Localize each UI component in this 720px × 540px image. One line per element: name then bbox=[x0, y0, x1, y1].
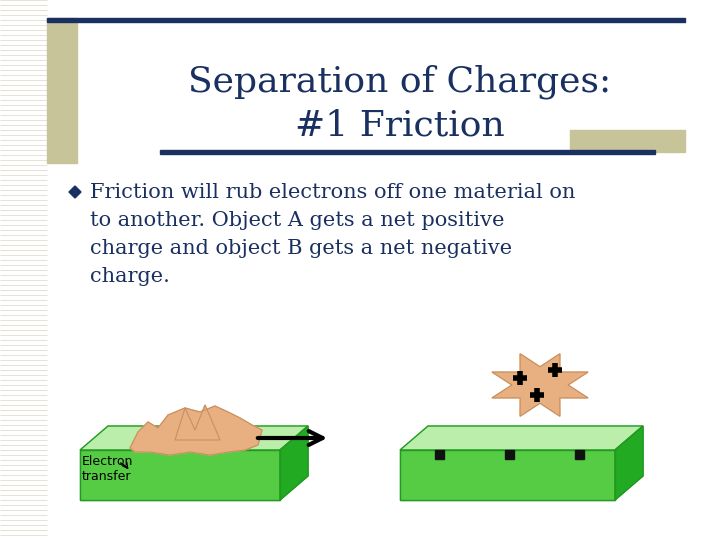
Polygon shape bbox=[280, 426, 308, 500]
Bar bbox=[47, 18, 685, 22]
Bar bbox=[505, 450, 514, 459]
Polygon shape bbox=[400, 450, 615, 500]
Polygon shape bbox=[80, 426, 308, 450]
Text: Electron
transfer: Electron transfer bbox=[82, 455, 133, 483]
Bar bbox=[47, 18, 77, 163]
Bar bbox=[160, 150, 655, 154]
Bar bbox=[435, 450, 444, 459]
Text: to another. Object A gets a net positive: to another. Object A gets a net positive bbox=[90, 211, 505, 229]
Text: charge and object B gets a net negative: charge and object B gets a net negative bbox=[90, 239, 512, 258]
Text: #1 Friction: #1 Friction bbox=[295, 108, 505, 142]
Polygon shape bbox=[80, 450, 280, 500]
Text: charge.: charge. bbox=[90, 267, 170, 286]
Bar bbox=[570, 130, 685, 152]
Text: Friction will rub electrons off one material on: Friction will rub electrons off one mate… bbox=[90, 183, 575, 201]
Polygon shape bbox=[400, 426, 643, 450]
Polygon shape bbox=[130, 406, 262, 455]
Polygon shape bbox=[175, 405, 220, 440]
Polygon shape bbox=[492, 354, 588, 416]
Text: Separation of Charges:: Separation of Charges: bbox=[189, 65, 611, 99]
Polygon shape bbox=[69, 186, 81, 198]
Polygon shape bbox=[615, 426, 643, 500]
Bar bbox=[575, 450, 584, 459]
